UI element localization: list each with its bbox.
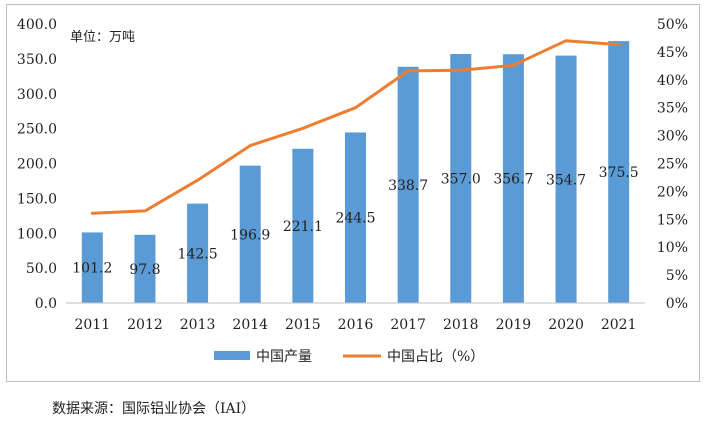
y-right-tick-labels: 0% 5% 10% 15% 20% 25% 30% 35% 40% 45% 50%: [657, 17, 688, 312]
y-right-tick-10%: 10%: [657, 240, 688, 256]
bar-2014: [239, 165, 261, 303]
y-right-tick-20%: 20%: [657, 184, 688, 200]
legend-bar-swatch: [214, 351, 250, 360]
x-tick-2017: 2017: [390, 317, 426, 333]
bar-series: [81, 41, 630, 304]
y-left-tick-300.0: 300.0: [17, 87, 57, 103]
bar-label-2014: 196.9: [230, 227, 270, 243]
y-left-tick-100.0: 100.0: [17, 226, 57, 242]
legend: 中国产量 中国占比（%）: [214, 349, 484, 365]
bar-2021: [608, 41, 630, 304]
y-left-tick-250.0: 250.0: [17, 122, 57, 138]
y-right-tick-25%: 25%: [657, 157, 688, 173]
y-right-tick-30%: 30%: [657, 129, 688, 145]
x-tick-2020: 2020: [548, 317, 584, 333]
x-tick-2016: 2016: [338, 317, 374, 333]
bar-label-2021: 375.5: [599, 165, 639, 181]
x-tick-2012: 2012: [127, 317, 163, 333]
y-left-tick-400.0: 400.0: [17, 17, 57, 33]
x-tick-labels: 2011 2012 2013 2014 2015 2016 2017 2018 2019 2020…: [74, 317, 636, 333]
bar-label-2019: 356.7: [493, 172, 533, 188]
share-line: [90, 39, 621, 215]
y-right-tick-0%: 0%: [666, 296, 688, 312]
y-left-tick-350.0: 350.0: [17, 52, 57, 68]
source-note: 数据来源：国际铝业协会（IAI）: [52, 401, 256, 417]
bar-2015: [292, 148, 314, 303]
bar-2011: [81, 232, 103, 303]
y-right-tick-50%: 50%: [657, 17, 688, 33]
y-left-tick-50.0: 50.0: [26, 261, 57, 277]
bar-data-labels: 101.2 97.8 142.5 196.9 221.1 244.5 338.7 357.0 3…: [72, 165, 638, 278]
y-right-tick-45%: 45%: [657, 45, 688, 61]
bar-label-2016: 244.5: [335, 211, 375, 227]
bar-2017: [397, 66, 419, 304]
x-tick-2021: 2021: [601, 317, 637, 333]
legend-bar-label: 中国产量: [256, 349, 312, 365]
x-tick-2011: 2011: [74, 317, 110, 333]
legend-line-label: 中国占比（%）: [387, 349, 484, 365]
bar-2019: [502, 54, 524, 303]
y-right-tick-15%: 15%: [657, 212, 688, 228]
bar-label-2013: 142.5: [178, 246, 218, 262]
y-left-tick-0.0: 0.0: [35, 296, 57, 312]
x-tick-2019: 2019: [496, 317, 532, 333]
y-right-tick-35%: 35%: [657, 101, 688, 117]
bar-label-2012: 97.8: [129, 262, 160, 278]
bar-2013: [187, 203, 209, 303]
y-left-tick-150.0: 150.0: [17, 191, 57, 207]
bar-2012: [134, 234, 156, 303]
bar-label-2020: 354.7: [546, 172, 586, 188]
x-tick-2013: 2013: [180, 317, 216, 333]
x-tick-2018: 2018: [443, 317, 479, 333]
bar-label-2011: 101.2: [72, 261, 112, 277]
bar-2020: [555, 55, 577, 304]
bar-2016: [345, 132, 366, 303]
bar-label-2015: 221.1: [283, 219, 323, 235]
x-tick-2014: 2014: [232, 317, 268, 333]
bar-label-2017: 338.7: [388, 178, 428, 194]
unit-label: 单位：万吨: [70, 30, 136, 45]
y-left-tick-labels: 0.0 50.0 100.0 150.0 200.0 250.0 300.0 350.0 400…: [17, 17, 57, 312]
x-tick-2015: 2015: [285, 317, 321, 333]
bar-2018: [450, 53, 472, 304]
y-right-tick-5%: 5%: [666, 268, 688, 284]
bar-label-2018: 357.0: [441, 171, 481, 187]
y-right-tick-40%: 40%: [657, 73, 688, 89]
y-left-tick-200.0: 200.0: [17, 157, 57, 173]
